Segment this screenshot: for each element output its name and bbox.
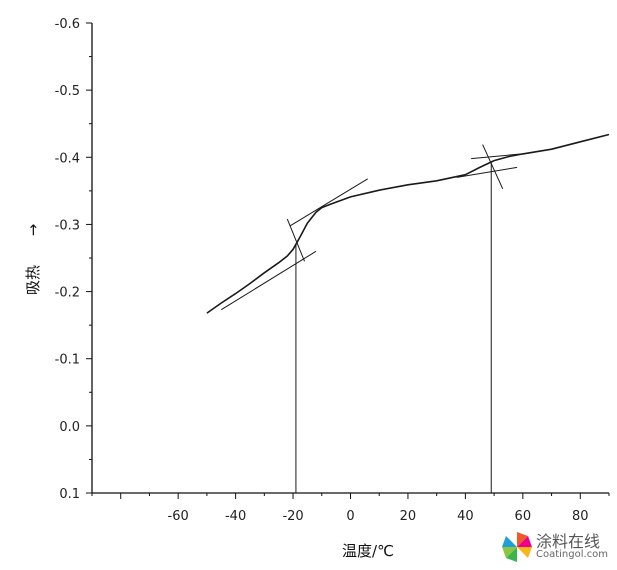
x-tick-label: -20 [282, 509, 303, 524]
tick-group: -60 -40 -20 0 20 40 60 80 -0.6 -0.5 -0.4 -0.3 -0.2 -0… [55, 17, 610, 524]
series-group [206, 133, 610, 314]
watermark-logo: 涂料在线 Coatingol.com [498, 524, 617, 570]
y-tick-label: -0.5 [55, 84, 80, 99]
x-tick-label: 0 [346, 509, 354, 524]
y-axis-arrow: → [24, 224, 42, 237]
tangent-lines [220, 144, 529, 311]
x-tick-label: 20 [400, 509, 417, 524]
plot-axes [91, 23, 609, 494]
x-axis-title: 温度/℃ [342, 542, 394, 560]
pinwheel-icon [502, 532, 532, 562]
x-tick-label: 40 [457, 509, 474, 524]
x-tick-label: -40 [225, 509, 246, 524]
y-axis-title: 吸热 [24, 265, 42, 295]
x-tick-label: -60 [168, 509, 189, 524]
tangent-line [220, 250, 317, 311]
y-tick-label: -0.6 [55, 17, 80, 32]
watermark-title: 涂料在线 [536, 532, 601, 551]
series-line [206, 133, 610, 314]
reference-lines [295, 161, 492, 493]
y-tick-label: -0.2 [55, 286, 80, 301]
tangent-line [286, 218, 306, 262]
tangent-line [456, 166, 518, 178]
x-tick-label: 80 [572, 509, 589, 524]
y-tick-label: 0.1 [59, 487, 80, 502]
y-tick-label: -0.3 [55, 218, 80, 233]
y-axis-title-group: 吸热 → [24, 224, 42, 295]
tangent-line [482, 144, 504, 190]
tangent-line [289, 178, 368, 227]
watermark-subtitle: Coatingol.com [536, 549, 609, 560]
x-tick-label: 60 [515, 509, 532, 524]
y-tick-label: 0.0 [59, 420, 80, 435]
y-tick-label: -0.4 [55, 151, 80, 166]
y-tick-label: -0.1 [55, 353, 80, 368]
